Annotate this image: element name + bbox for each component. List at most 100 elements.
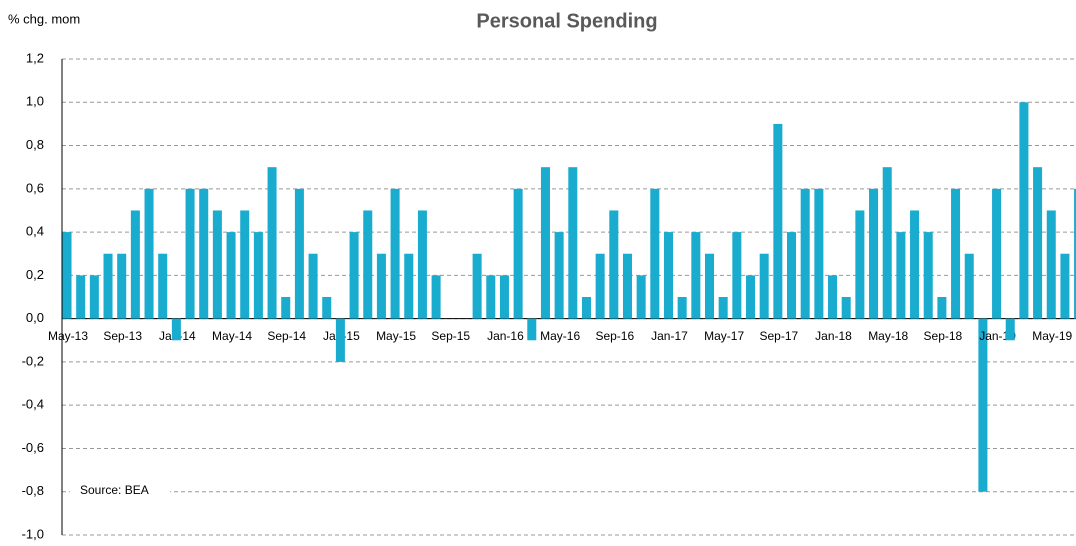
y-tick-label: 0,0 <box>26 310 44 325</box>
bar <box>376 253 386 319</box>
bar <box>746 275 756 319</box>
bar <box>267 167 277 319</box>
y-axis-label: % chg. mom <box>8 11 80 26</box>
x-tick-label: May-17 <box>704 329 744 343</box>
x-tick-label: May-19 <box>1032 329 1072 343</box>
bar <box>527 318 537 341</box>
bar <box>294 188 304 319</box>
x-tick-label: May-15 <box>376 329 416 343</box>
source-note: Source: BEA <box>80 483 149 497</box>
bar <box>951 188 961 319</box>
chart-title: Personal Spending <box>476 10 657 32</box>
bar <box>130 210 140 319</box>
bar <box>882 167 892 319</box>
bar <box>609 210 619 319</box>
bar <box>404 253 414 319</box>
bar <box>650 188 660 319</box>
bar <box>732 232 742 319</box>
x-tick-label: May-14 <box>212 329 252 343</box>
bar <box>540 167 550 319</box>
bar <box>363 210 373 319</box>
y-tick-label: -0,8 <box>22 483 44 498</box>
bar <box>349 232 359 319</box>
bar <box>800 188 810 319</box>
x-tick-label: May-18 <box>868 329 908 343</box>
bar <box>486 275 496 319</box>
bar <box>212 210 222 319</box>
bar <box>581 297 591 319</box>
x-tick-label: Sep-14 <box>267 329 306 343</box>
bar <box>253 232 263 319</box>
x-tick-label: Sep-17 <box>759 329 798 343</box>
y-tick-label: -0,6 <box>22 440 44 455</box>
bar <box>472 253 482 319</box>
x-tick-label: Sep-16 <box>595 329 634 343</box>
bar <box>226 232 236 319</box>
x-tick-label: May-16 <box>540 329 580 343</box>
bar <box>622 253 632 319</box>
bar <box>704 253 715 319</box>
bar <box>636 275 646 319</box>
bar <box>937 297 947 319</box>
y-tick-label: 0,2 <box>26 267 44 282</box>
y-tick-label: 0,8 <box>26 137 44 152</box>
bar <box>158 253 168 319</box>
bar <box>199 188 209 319</box>
x-tick-label: Jan-17 <box>651 329 688 343</box>
bar <box>390 188 400 319</box>
bar <box>499 275 509 319</box>
y-tick-label: -0,4 <box>22 397 44 412</box>
x-tick-label: Sep-18 <box>924 329 963 343</box>
x-tick-label: May-13 <box>48 329 88 343</box>
y-tick-label: 1,0 <box>26 94 44 109</box>
bar <box>691 232 701 319</box>
bar <box>787 232 797 319</box>
bar <box>718 297 728 319</box>
bar <box>923 232 933 319</box>
source-box <box>70 480 170 502</box>
bar <box>568 167 578 319</box>
bar <box>1074 188 1076 319</box>
x-tick-label: Jan-16 <box>487 329 524 343</box>
bar <box>144 188 154 319</box>
bar <box>117 253 127 319</box>
bar <box>992 188 1002 319</box>
bar <box>1060 253 1070 319</box>
bar <box>171 318 181 341</box>
bar <box>281 297 291 319</box>
bar <box>978 318 988 492</box>
bar <box>185 188 195 319</box>
bar <box>677 297 687 319</box>
bar <box>1033 167 1043 319</box>
bar <box>103 253 113 319</box>
bar <box>828 275 838 319</box>
bar <box>431 275 441 319</box>
bar <box>89 275 99 319</box>
bar <box>322 297 332 319</box>
bar <box>1005 318 1015 341</box>
bar <box>76 275 86 319</box>
bar <box>595 253 605 319</box>
x-tick-label: Sep-13 <box>103 329 142 343</box>
bar <box>814 188 824 319</box>
bar <box>62 232 72 319</box>
y-tick-label: -1,0 <box>22 526 44 541</box>
bar <box>773 123 783 319</box>
x-tick-label: Jan-18 <box>815 329 852 343</box>
y-tick-label: -0,2 <box>22 353 44 368</box>
bar <box>663 232 674 319</box>
y-tick-label: 0,6 <box>26 180 44 195</box>
bar <box>1046 210 1056 319</box>
bar <box>1019 102 1029 319</box>
bar <box>910 210 920 319</box>
bar <box>417 210 427 319</box>
bar <box>869 188 879 319</box>
bar <box>841 297 851 319</box>
y-tick-label: 1,2 <box>26 50 44 65</box>
bar <box>308 253 318 319</box>
bar <box>896 232 906 319</box>
bar <box>554 232 564 319</box>
y-tick-label: 0,4 <box>26 224 44 239</box>
bar <box>335 318 345 362</box>
